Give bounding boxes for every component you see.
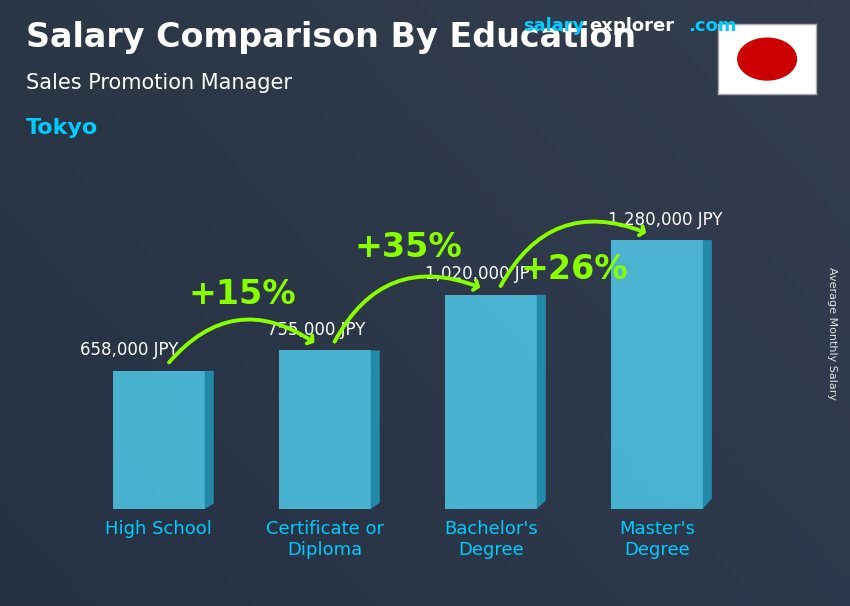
Text: explorer: explorer bbox=[589, 17, 674, 35]
Text: +26%: +26% bbox=[520, 253, 628, 286]
Bar bbox=[280, 350, 371, 509]
Bar bbox=[445, 295, 536, 509]
Text: +15%: +15% bbox=[188, 278, 296, 311]
Circle shape bbox=[738, 38, 796, 80]
Text: salary: salary bbox=[523, 17, 584, 35]
Text: Salary Comparison By Education: Salary Comparison By Education bbox=[26, 21, 636, 54]
Text: Average Monthly Salary: Average Monthly Salary bbox=[827, 267, 837, 400]
Polygon shape bbox=[703, 240, 711, 509]
Text: 755,000 JPY: 755,000 JPY bbox=[268, 321, 366, 339]
Bar bbox=[113, 371, 205, 509]
Polygon shape bbox=[371, 350, 380, 509]
Text: +35%: +35% bbox=[354, 231, 462, 264]
Text: 658,000 JPY: 658,000 JPY bbox=[80, 341, 178, 359]
Polygon shape bbox=[536, 295, 546, 509]
Text: Sales Promotion Manager: Sales Promotion Manager bbox=[26, 73, 292, 93]
Text: Tokyo: Tokyo bbox=[26, 118, 98, 138]
Text: 1,280,000 JPY: 1,280,000 JPY bbox=[608, 210, 722, 228]
Text: .com: .com bbox=[688, 17, 737, 35]
Text: 1,020,000 JPY: 1,020,000 JPY bbox=[426, 265, 540, 283]
Polygon shape bbox=[205, 371, 213, 509]
Bar bbox=[611, 240, 703, 509]
